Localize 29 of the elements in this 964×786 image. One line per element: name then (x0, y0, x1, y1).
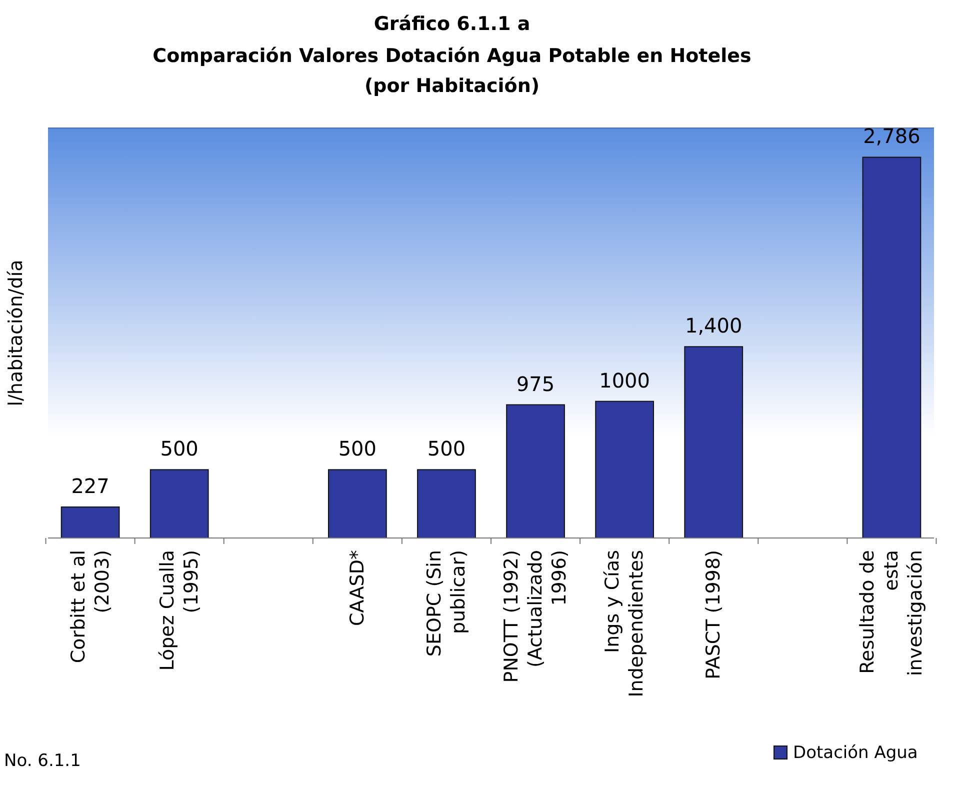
chart-subtitle: Comparación Valores Dotación Agua Potable en Hoteles (por Habitación) (152, 45, 752, 97)
x-tick-label: CAASD* (346, 550, 368, 626)
data-label: 500 (338, 436, 377, 461)
bar (506, 404, 565, 538)
bar (417, 469, 476, 538)
data-label: 975 (516, 372, 555, 396)
x-tick-label: SEOPC (Sin publicar) (423, 550, 470, 657)
bar (684, 346, 744, 538)
x-tick-label: PNOTT (1992) (Actualizado 1996) (500, 550, 571, 683)
data-label: 2,786 (863, 124, 920, 148)
data-label: 1000 (599, 368, 650, 392)
bar (862, 156, 922, 538)
x-tick-label: Ings y Cías Independientes (602, 550, 648, 698)
data-label: 500 (427, 436, 466, 461)
data-label: 500 (160, 436, 198, 461)
x-tick-label: López Cualla (1995) (156, 550, 202, 671)
bar (328, 469, 387, 538)
chart-title: Gráfico 6.1.1 a (374, 13, 530, 35)
bar (60, 506, 120, 538)
text: No. 6.1.1 (4, 751, 81, 771)
data-label: 1,400 (684, 314, 742, 338)
data-label: 227 (71, 474, 110, 498)
x-tick-label: PASCT (1998) (702, 550, 725, 680)
bar (595, 400, 654, 538)
x-tick-label: Corbitt et al (2003) (67, 550, 114, 664)
x-tick-label: Resultado de esta investigación (856, 550, 927, 676)
y-axis-title: l/habitación/día (5, 260, 27, 406)
bar (150, 469, 209, 538)
legend-label: Dotación Agua (793, 743, 918, 763)
